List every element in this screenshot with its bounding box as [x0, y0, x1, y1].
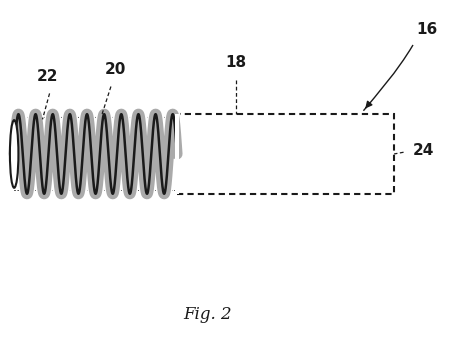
- Text: 20: 20: [105, 62, 126, 77]
- Text: 24: 24: [413, 143, 434, 158]
- Text: 18: 18: [226, 55, 246, 70]
- Text: 22: 22: [36, 69, 58, 84]
- Text: 16: 16: [416, 22, 438, 37]
- Text: Fig. 2: Fig. 2: [183, 306, 232, 324]
- Ellipse shape: [10, 120, 18, 188]
- Bar: [175, 114, 179, 194]
- FancyBboxPatch shape: [177, 114, 394, 194]
